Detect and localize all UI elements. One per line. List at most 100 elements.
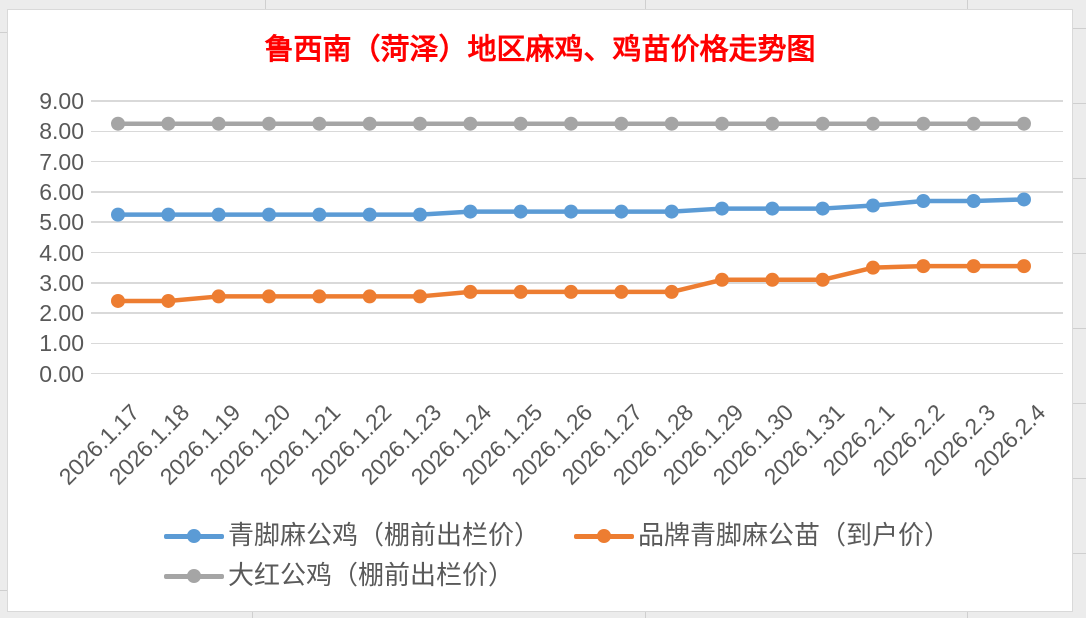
- legend-label: 品牌青脚麻公苗（到户价）: [638, 521, 951, 550]
- y-axis-tick-label: 3.00: [39, 269, 84, 296]
- data-point: [161, 293, 176, 308]
- data-point: [815, 272, 830, 287]
- data-point: [463, 204, 478, 219]
- y-axis-tick-label: 5.00: [39, 209, 84, 236]
- legend-marker-dot: [187, 569, 201, 583]
- y-axis-tick-label: 0.00: [39, 360, 84, 387]
- data-point: [614, 284, 629, 299]
- data-point: [161, 207, 176, 222]
- data-point: [614, 204, 629, 219]
- data-point: [312, 289, 327, 304]
- data-point: [664, 204, 679, 219]
- data-point: [815, 116, 830, 131]
- data-point: [815, 201, 830, 216]
- cell-gridline: [1073, 553, 1086, 554]
- cell-gridline: [1073, 478, 1086, 479]
- y-axis-tick-label: 1.00: [39, 330, 84, 357]
- data-point: [1016, 192, 1031, 207]
- y-gridline: [91, 372, 1063, 375]
- cell-gridline: [967, 0, 968, 9]
- y-axis-tick-label: 6.00: [39, 178, 84, 205]
- data-point: [513, 116, 528, 131]
- data-point: [412, 289, 427, 304]
- data-point: [211, 289, 226, 304]
- y-gridline: [91, 312, 1063, 314]
- data-point: [865, 260, 880, 275]
- data-point: [211, 207, 226, 222]
- data-point: [614, 116, 629, 131]
- data-point: [312, 116, 327, 131]
- data-point: [765, 201, 780, 216]
- data-point: [161, 116, 176, 131]
- data-point: [261, 207, 276, 222]
- cell-gridline: [1073, 403, 1086, 404]
- data-point: [362, 116, 377, 131]
- data-point: [362, 207, 377, 222]
- data-point: [563, 204, 578, 219]
- y-axis-tick-label: 4.00: [39, 239, 84, 266]
- data-point: [916, 193, 931, 208]
- data-point: [714, 272, 729, 287]
- cell-gridline: [1073, 28, 1086, 29]
- data-point: [1016, 259, 1031, 274]
- data-point: [513, 284, 528, 299]
- y-gridline: [91, 342, 1063, 345]
- data-point: [261, 116, 276, 131]
- data-point: [865, 116, 880, 131]
- data-point: [463, 116, 478, 131]
- data-point: [111, 293, 125, 308]
- data-point: [412, 116, 427, 131]
- data-point: [714, 116, 729, 131]
- data-point: [865, 198, 880, 213]
- cell-gridline: [645, 612, 646, 618]
- data-point: [111, 207, 125, 222]
- y-axis-tick-label: 8.00: [39, 118, 84, 145]
- data-point: [463, 284, 478, 299]
- data-point: [765, 272, 780, 287]
- y-axis-tick-label: 7.00: [39, 148, 84, 175]
- cell-gridline: [1073, 178, 1086, 179]
- cell-gridline: [0, 32, 7, 33]
- y-gridline: [91, 100, 1063, 102]
- data-point: [211, 116, 226, 131]
- price-trend-chart[interactable]: 鲁西南（菏泽）地区麻鸡、鸡苗价格走势图 0.00 1.00 2.00 3.00 4.00…: [7, 9, 1073, 612]
- legend-marker-dot: [597, 529, 611, 543]
- cell-gridline: [1073, 103, 1086, 104]
- data-point: [966, 193, 981, 208]
- cell-gridline: [645, 0, 646, 9]
- data-point: [563, 116, 578, 131]
- cell-gridline: [967, 612, 968, 618]
- cell-gridline: [252, 612, 253, 618]
- y-gridline: [91, 160, 1063, 163]
- data-point: [765, 116, 780, 131]
- data-point: [362, 289, 377, 304]
- legend-label: 大红公鸡（棚前出栏价）: [228, 561, 515, 590]
- data-point: [412, 207, 427, 222]
- data-point: [513, 204, 528, 219]
- cell-gridline: [1073, 328, 1086, 329]
- data-point: [714, 201, 729, 216]
- data-point: [664, 116, 679, 131]
- data-point: [111, 116, 125, 131]
- y-gridline: [91, 282, 1063, 284]
- legend-label: 青脚麻公鸡（棚前出栏价）: [228, 521, 541, 550]
- y-axis-tick-label: 9.00: [39, 88, 84, 114]
- data-point: [966, 259, 981, 274]
- legend-marker-dot: [187, 529, 201, 543]
- series-plot: [111, 116, 1031, 308]
- data-point: [563, 284, 578, 299]
- y-axis-tick-label: 2.00: [39, 300, 84, 327]
- data-point: [916, 259, 931, 274]
- chart-title: 鲁西南（菏泽）地区麻鸡、鸡苗价格走势图: [264, 34, 816, 66]
- cell-gridline: [1073, 253, 1086, 254]
- data-point: [312, 207, 327, 222]
- y-gridline: [91, 191, 1063, 193]
- data-point: [1016, 116, 1031, 131]
- data-point: [664, 284, 679, 299]
- data-point: [261, 289, 276, 304]
- y-gridline: [91, 130, 1063, 133]
- cell-gridline: [265, 0, 266, 9]
- y-gridline: [91, 251, 1063, 254]
- y-gridline: [91, 221, 1063, 223]
